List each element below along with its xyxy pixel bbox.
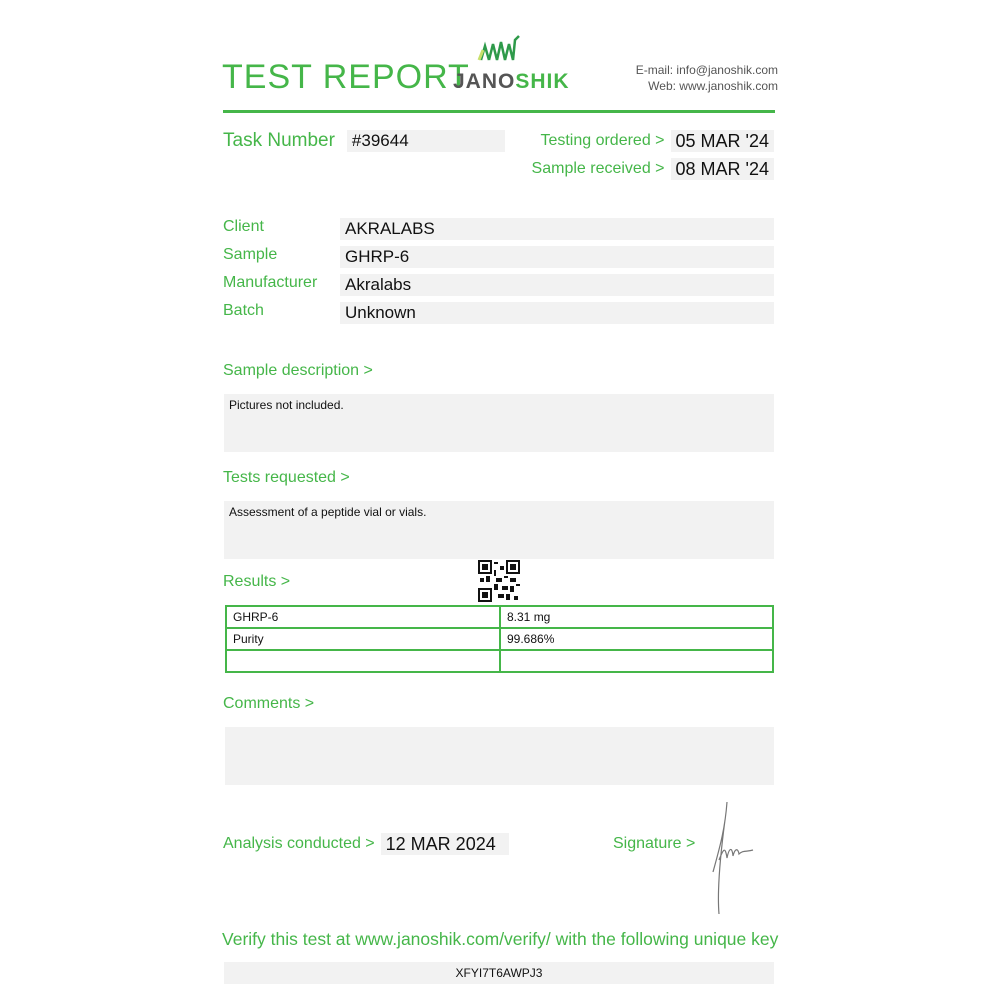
comments-label: Comments >	[223, 695, 315, 712]
field-label: Sample	[223, 246, 278, 263]
tests-requested-label: Tests requested >	[223, 469, 350, 486]
unique-key: XFYI7T6AWPJ3	[224, 962, 774, 984]
analysis-conducted-value: 12 MAR 2024	[380, 833, 509, 855]
field-sample: Sample GHRP-6	[223, 246, 774, 274]
info-fields: Client AKRALABS Sample GHRP-6 Manufactur…	[223, 218, 774, 330]
signature-image	[705, 800, 760, 918]
testing-ordered-value: 05 MAR '24	[670, 130, 774, 152]
email: E-mail: info@janoshik.com	[635, 63, 778, 77]
header-divider	[223, 110, 775, 113]
logo-chart-icon	[477, 35, 520, 61]
report-title: TEST REPORT	[222, 58, 470, 96]
field-batch: Batch Unknown	[223, 302, 774, 330]
field-value: GHRP-6	[340, 246, 774, 268]
result-value	[499, 649, 774, 673]
task-number-label: Task Number	[223, 130, 335, 151]
result-name	[225, 649, 501, 673]
testing-ordered-row: Testing ordered > 05 MAR '24	[540, 130, 774, 152]
qr-code-icon	[478, 560, 520, 602]
table-row: Purity 99.686%	[225, 627, 774, 651]
logo-text-green: SHIK	[515, 70, 570, 93]
result-value: 99.686%	[499, 627, 774, 651]
logo-text-dark: JANO	[453, 70, 516, 93]
field-value: Akralabs	[340, 274, 774, 296]
sample-received-value: 08 MAR '24	[670, 158, 774, 180]
task-number-row: Task Number #39644	[223, 130, 505, 152]
janoshik-logo: JANOSHIK	[453, 34, 569, 94]
analysis-conducted-row: Analysis conducted > 12 MAR 2024	[223, 833, 509, 855]
results-label: Results >	[223, 573, 291, 590]
field-label: Batch	[223, 302, 264, 319]
web: Web: www.janoshik.com	[648, 79, 778, 93]
result-value: 8.31 mg	[499, 605, 774, 629]
field-label: Client	[223, 218, 264, 235]
field-value: Unknown	[340, 302, 774, 324]
sample-received-label: Sample received >	[531, 160, 665, 177]
sample-description-label: Sample description >	[223, 362, 373, 379]
field-manufacturer: Manufacturer Akralabs	[223, 274, 774, 302]
results-table: GHRP-6 8.31 mg Purity 99.686%	[225, 605, 774, 673]
result-name: GHRP-6	[225, 605, 501, 629]
result-name: Purity	[225, 627, 501, 651]
sample-received-row: Sample received > 08 MAR '24	[532, 158, 774, 180]
field-label: Manufacturer	[223, 274, 318, 291]
tests-requested-text: Assessment of a peptide vial or vials.	[224, 501, 774, 559]
sample-description-text: Pictures not included.	[224, 394, 774, 452]
field-value: AKRALABS	[340, 218, 774, 240]
comments-text	[225, 727, 774, 785]
table-row: GHRP-6 8.31 mg	[225, 605, 774, 629]
contact-info: E-mail: info@janoshik.com Web: www.janos…	[636, 62, 778, 94]
task-number-value: #39644	[346, 130, 505, 152]
table-row	[225, 649, 774, 673]
analysis-conducted-label: Analysis conducted >	[223, 835, 375, 852]
testing-ordered-label: Testing ordered >	[540, 132, 665, 149]
field-client: Client AKRALABS	[223, 218, 774, 246]
signature-label: Signature >	[613, 835, 696, 852]
verify-instructions: Verify this test at www.janoshik.com/ver…	[222, 929, 779, 949]
